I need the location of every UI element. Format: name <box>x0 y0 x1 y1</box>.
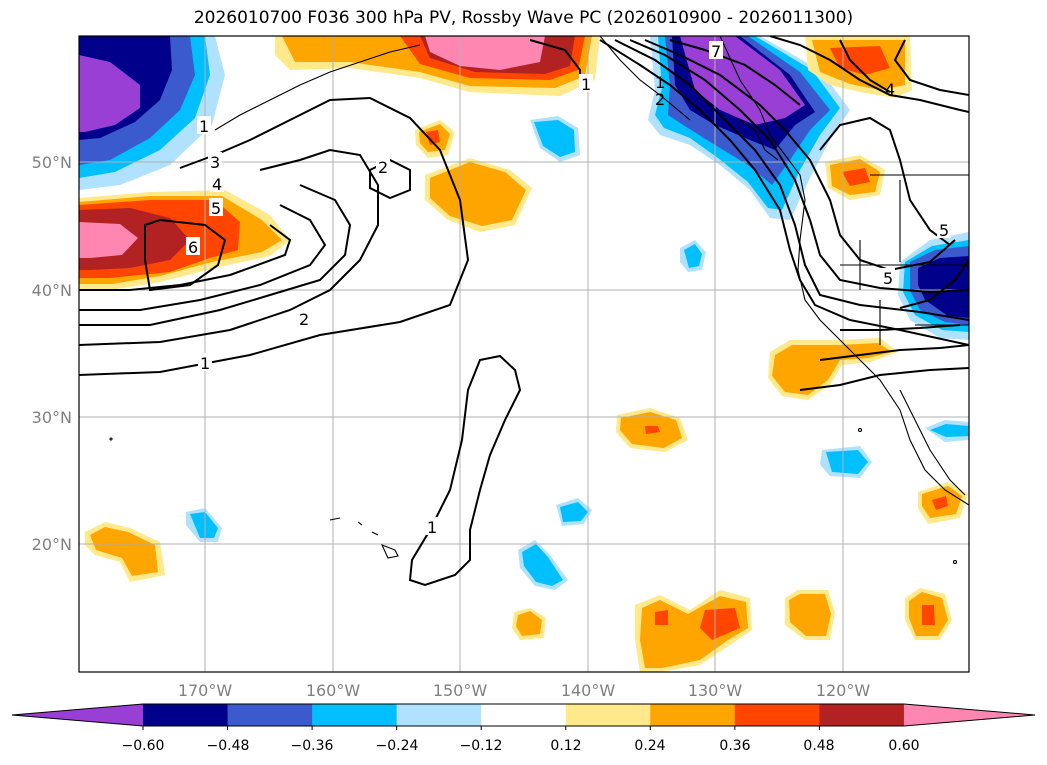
contour-label: 4 <box>885 80 895 99</box>
colorbar-tick-label: 0.24 <box>634 738 665 754</box>
colorbar-segment <box>565 704 651 726</box>
contour-label: 5 <box>883 269 893 288</box>
shade-small-negative <box>186 116 969 590</box>
colorbar-segment <box>819 704 905 726</box>
shade-nw-negative <box>79 36 225 190</box>
contour-label: 5 <box>939 221 949 240</box>
map-frame <box>78 35 970 673</box>
map-title: 2026010700 F036 300 hPa PV, Rossby Wave … <box>193 8 854 28</box>
contour-label: 4 <box>212 175 222 194</box>
contour-label: 1 <box>655 73 665 92</box>
contour-label: 6 <box>188 238 198 257</box>
colorbar-segment <box>650 704 736 726</box>
shade-west-positive <box>79 190 290 290</box>
colorbar-tick-label: 0.60 <box>888 738 919 754</box>
lon-label: 130°W <box>688 681 743 700</box>
lon-label: 150°W <box>433 681 488 700</box>
map-area <box>79 36 969 672</box>
contour-label: 2 <box>378 158 388 177</box>
contour-label: 2 <box>299 310 309 329</box>
contour-label: 1 <box>200 354 210 373</box>
colorbar-segment <box>734 704 820 726</box>
gridlines <box>79 36 969 672</box>
lat-label: 20°N <box>32 535 72 554</box>
colorbar-tick-label: 0.36 <box>719 738 750 754</box>
contour-label: 1 <box>581 75 591 94</box>
colorbar-tick-label: 0.48 <box>803 738 834 754</box>
lon-label: 120°W <box>816 681 871 700</box>
contour-label: 1 <box>427 518 437 537</box>
contour-labels: 1 1 2 3 4 5 6 1 2 2 1 7 1 4 5 5 <box>188 42 949 537</box>
contour-label: 3 <box>210 153 220 172</box>
contour-label: 5 <box>211 199 221 218</box>
colorbar-tick-label: −0.60 <box>122 738 165 754</box>
colorbar-tick-labels: −0.60 −0.48 −0.36 −0.24 −0.12 0.12 0.24 … <box>122 738 920 754</box>
lon-label: 160°W <box>306 681 361 700</box>
lat-label: 30°N <box>32 408 72 427</box>
colorbar-segment <box>227 704 313 726</box>
lat-label: 50°N <box>32 153 72 172</box>
shade-east-negative <box>898 232 969 340</box>
shade-ne-positive <box>805 36 912 98</box>
coastlines <box>109 36 969 565</box>
latitude-labels: 50°N 40°N 30°N 20°N <box>32 153 72 554</box>
lon-label: 170°W <box>178 681 233 700</box>
colorbar-segment <box>143 704 229 726</box>
contour-label: 1 <box>199 117 209 136</box>
colorbar-tick-label: −0.24 <box>376 738 419 754</box>
lat-label: 40°N <box>32 281 72 300</box>
contour-label: 2 <box>655 90 665 109</box>
colorbar-tick-label: −0.48 <box>207 738 250 754</box>
lon-label: 140°W <box>561 681 616 700</box>
colorbar-segment <box>396 704 482 726</box>
colorbar-segment <box>481 704 567 726</box>
colorbar-tick-label: 0.12 <box>550 738 581 754</box>
contour-label: 7 <box>711 42 721 61</box>
contour-label-halos <box>186 41 951 535</box>
colorbar-extend-left <box>12 704 143 726</box>
longitude-labels: 170°W 160°W 150°W 140°W 130°W 120°W <box>178 681 871 700</box>
colorbar-tick-label: −0.12 <box>460 738 503 754</box>
shade-small-positive <box>85 120 968 672</box>
colorbar-extend-right <box>903 704 1035 726</box>
shade-north-positive <box>275 36 600 96</box>
colorbar-tick-label: −0.36 <box>291 738 334 754</box>
colorbar-segment <box>312 704 398 726</box>
colorbar <box>11 703 1036 730</box>
